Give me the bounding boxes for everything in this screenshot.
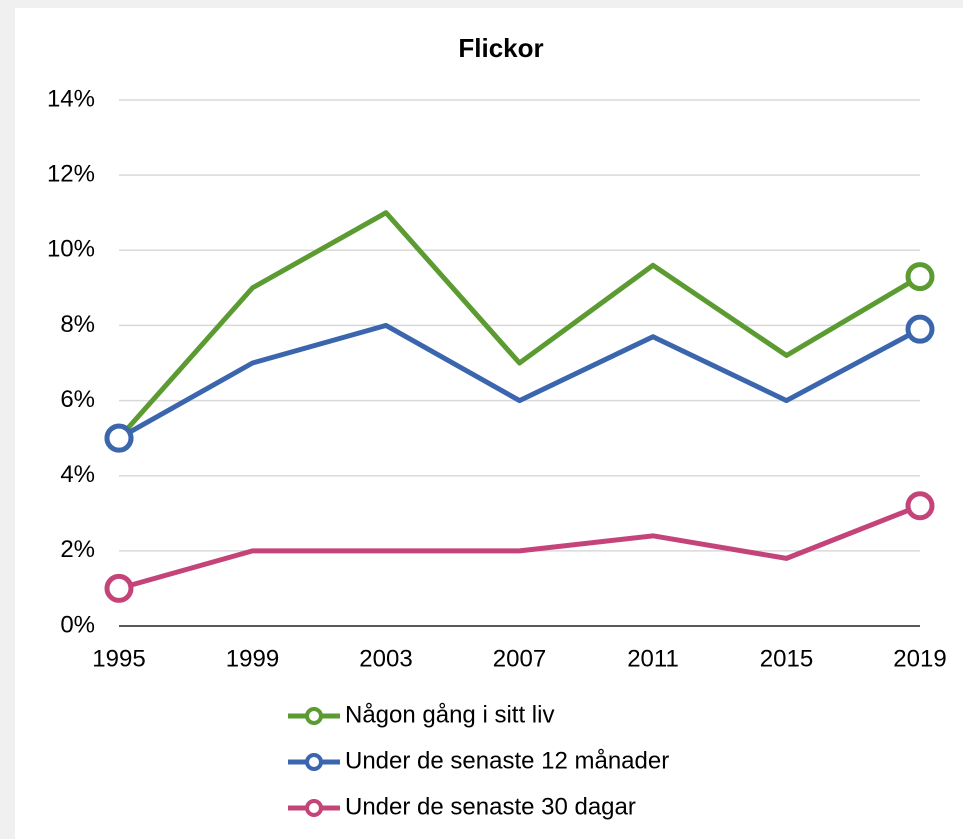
legend-label: Någon gång i sitt liv — [345, 701, 554, 728]
x-tick-label: 1995 — [92, 645, 145, 672]
chart-title: Flickor — [458, 33, 543, 63]
y-tick-label: 14% — [47, 85, 95, 112]
x-tick-label: 2007 — [493, 645, 546, 672]
y-tick-label: 6% — [60, 386, 95, 413]
x-tick-label: 2019 — [893, 645, 946, 672]
end-marker — [905, 491, 935, 521]
x-tick-label: 2015 — [760, 645, 813, 672]
series-line — [117, 322, 922, 441]
end-marker — [104, 573, 134, 603]
series-line — [118, 503, 921, 591]
legend-marker — [305, 707, 323, 725]
y-tick-label: 12% — [47, 160, 95, 187]
y-tick-label: 8% — [60, 311, 95, 338]
x-tick-label: 2011 — [627, 645, 679, 672]
x-tick-label: 2003 — [359, 645, 412, 672]
y-tick-label: 0% — [60, 611, 95, 638]
series-line — [117, 210, 922, 440]
legend-marker — [305, 753, 323, 771]
legend-label: Under de senaste 12 månader — [345, 747, 669, 774]
x-tick-label: 1999 — [226, 645, 279, 672]
end-marker — [905, 314, 935, 344]
chart-background — [15, 8, 963, 839]
legend-label: Under de senaste 30 dagar — [345, 793, 636, 820]
y-tick-label: 4% — [60, 461, 95, 488]
end-marker — [905, 262, 935, 292]
legend-marker — [305, 799, 323, 817]
y-tick-label: 10% — [47, 236, 95, 263]
end-marker — [104, 423, 134, 453]
y-tick-label: 2% — [60, 536, 95, 563]
